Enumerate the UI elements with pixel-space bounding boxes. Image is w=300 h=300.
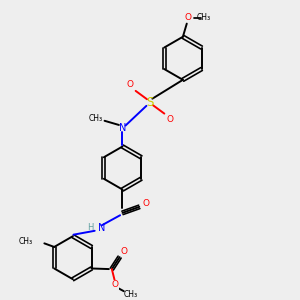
- Text: O: O: [120, 247, 127, 256]
- Text: CH₃: CH₃: [18, 237, 32, 246]
- Text: N: N: [119, 123, 126, 133]
- Text: O: O: [142, 199, 149, 208]
- Text: N: N: [98, 223, 106, 233]
- Text: CH₃: CH₃: [124, 290, 138, 299]
- Text: O: O: [185, 13, 192, 22]
- Text: O: O: [126, 80, 133, 89]
- Text: CH₃: CH₃: [89, 114, 103, 123]
- Text: H: H: [87, 223, 93, 232]
- Text: S: S: [146, 96, 154, 109]
- Text: O: O: [111, 280, 118, 290]
- Text: CH₃: CH₃: [197, 13, 211, 22]
- Text: O: O: [167, 115, 174, 124]
